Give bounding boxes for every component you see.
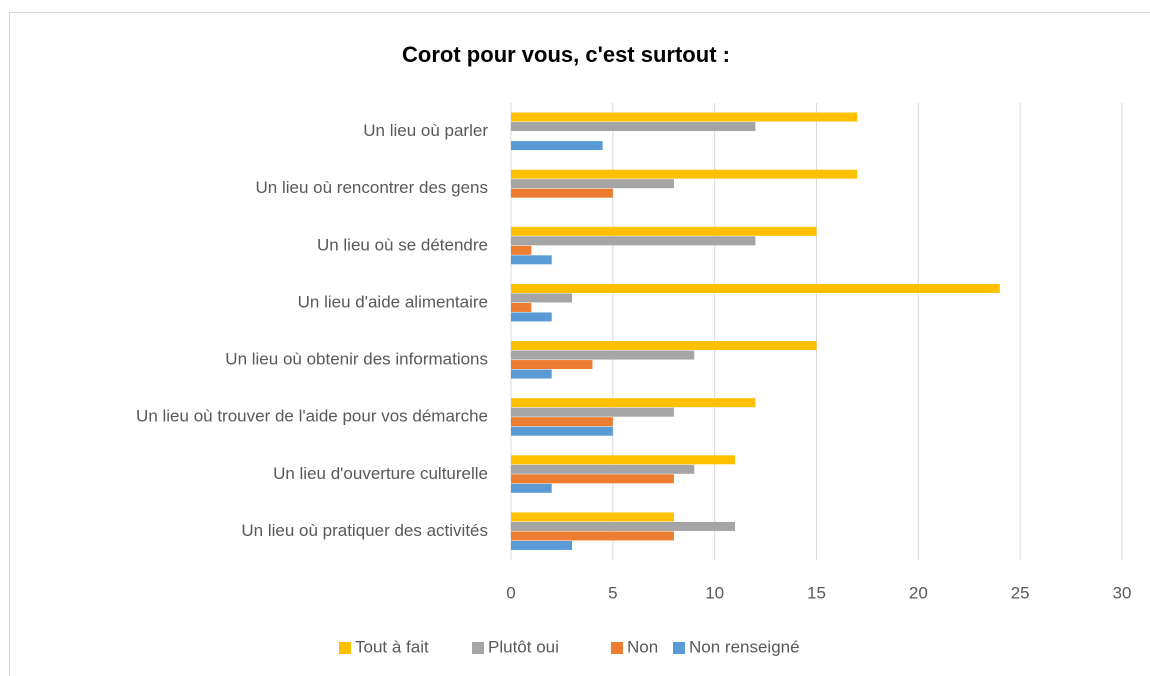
bar bbox=[511, 141, 603, 151]
bar bbox=[511, 283, 1000, 293]
legend-label: Tout à fait bbox=[355, 637, 429, 656]
legend-swatch bbox=[472, 642, 484, 654]
bar bbox=[511, 369, 552, 379]
bar bbox=[511, 464, 695, 474]
x-tick-label: 0 bbox=[506, 583, 515, 602]
category-label: Un lieu où rencontrer des gens bbox=[256, 178, 488, 197]
bar bbox=[511, 122, 756, 132]
category-label: Un lieu où trouver de l'aide pour vos dé… bbox=[136, 407, 488, 426]
legend-label: Non bbox=[627, 637, 658, 656]
bar bbox=[511, 341, 817, 351]
legend-label: Plutôt oui bbox=[488, 637, 559, 656]
bar bbox=[511, 531, 674, 541]
chart-frame bbox=[9, 12, 1150, 676]
category-label: Un lieu d'aide alimentaire bbox=[298, 292, 488, 311]
category-label: Un lieu où obtenir des informations bbox=[225, 350, 488, 369]
bar bbox=[511, 417, 613, 427]
bar bbox=[511, 112, 858, 122]
bar bbox=[511, 236, 756, 246]
bar bbox=[511, 255, 552, 265]
legend-swatch bbox=[611, 642, 623, 654]
bar bbox=[511, 455, 736, 465]
x-tick-label: 30 bbox=[1113, 583, 1132, 602]
bar bbox=[511, 179, 674, 189]
bar bbox=[511, 293, 573, 303]
bar bbox=[511, 512, 674, 522]
x-tick-label: 15 bbox=[807, 583, 826, 602]
bar bbox=[511, 226, 817, 236]
bar bbox=[511, 474, 674, 484]
x-tick-label: 25 bbox=[1011, 583, 1030, 602]
bar bbox=[511, 188, 613, 198]
legend-swatch bbox=[339, 642, 351, 654]
category-label: Un lieu où se détendre bbox=[317, 235, 488, 254]
bar bbox=[511, 540, 573, 550]
category-label: Un lieu où pratiquer des activités bbox=[241, 521, 488, 540]
category-label: Un lieu d'ouverture culturelle bbox=[273, 464, 488, 483]
legend-swatch bbox=[673, 642, 685, 654]
x-tick-label: 10 bbox=[705, 583, 724, 602]
chart-title: Corot pour vous, c'est surtout : bbox=[402, 42, 730, 67]
legend-label: Non renseigné bbox=[689, 637, 800, 656]
bar bbox=[511, 407, 674, 417]
bar bbox=[511, 312, 552, 322]
bar bbox=[511, 426, 613, 436]
bar bbox=[511, 521, 736, 531]
x-tick-label: 5 bbox=[608, 583, 617, 602]
x-tick-label: 20 bbox=[909, 583, 928, 602]
bar bbox=[511, 398, 756, 408]
bar bbox=[511, 169, 858, 179]
category-label: Un lieu où parler bbox=[363, 121, 488, 140]
bar bbox=[511, 350, 695, 360]
bar bbox=[511, 302, 532, 312]
bar bbox=[511, 245, 532, 255]
bar bbox=[511, 360, 593, 370]
bar bbox=[511, 483, 552, 493]
